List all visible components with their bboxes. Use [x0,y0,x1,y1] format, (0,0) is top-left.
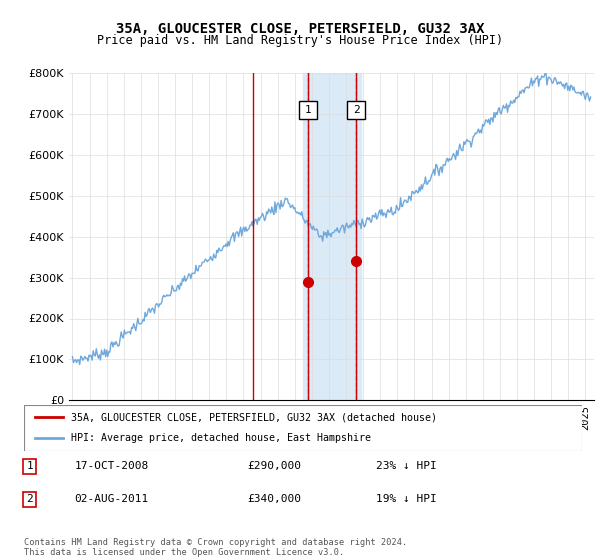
Text: Price paid vs. HM Land Registry's House Price Index (HPI): Price paid vs. HM Land Registry's House … [97,34,503,46]
Text: 35A, GLOUCESTER CLOSE, PETERSFIELD, GU32 3AX (detached house): 35A, GLOUCESTER CLOSE, PETERSFIELD, GU32… [71,412,437,422]
Bar [303,73,361,400]
FancyBboxPatch shape [24,405,582,451]
Text: 35A, GLOUCESTER CLOSE, PETERSFIELD, GU32 3AX: 35A, GLOUCESTER CLOSE, PETERSFIELD, GU32… [116,22,484,36]
Text: 19% ↓ HPI: 19% ↓ HPI [376,494,436,505]
Text: 1: 1 [26,461,33,472]
Text: HPI: Average price, detached house, East Hampshire: HPI: Average price, detached house, East… [71,433,371,444]
Text: 23% ↓ HPI: 23% ↓ HPI [376,461,436,472]
Text: £340,000: £340,000 [247,494,301,505]
Text: 17-OCT-2008: 17-OCT-2008 [74,461,148,472]
Text: Contains HM Land Registry data © Crown copyright and database right 2024.
This d: Contains HM Land Registry data © Crown c… [24,538,407,557]
Text: 02-AUG-2011: 02-AUG-2011 [74,494,148,505]
Text: 2: 2 [26,494,33,505]
Text: 2: 2 [353,105,359,115]
Text: 1: 1 [305,105,312,115]
Text: £290,000: £290,000 [247,461,301,472]
